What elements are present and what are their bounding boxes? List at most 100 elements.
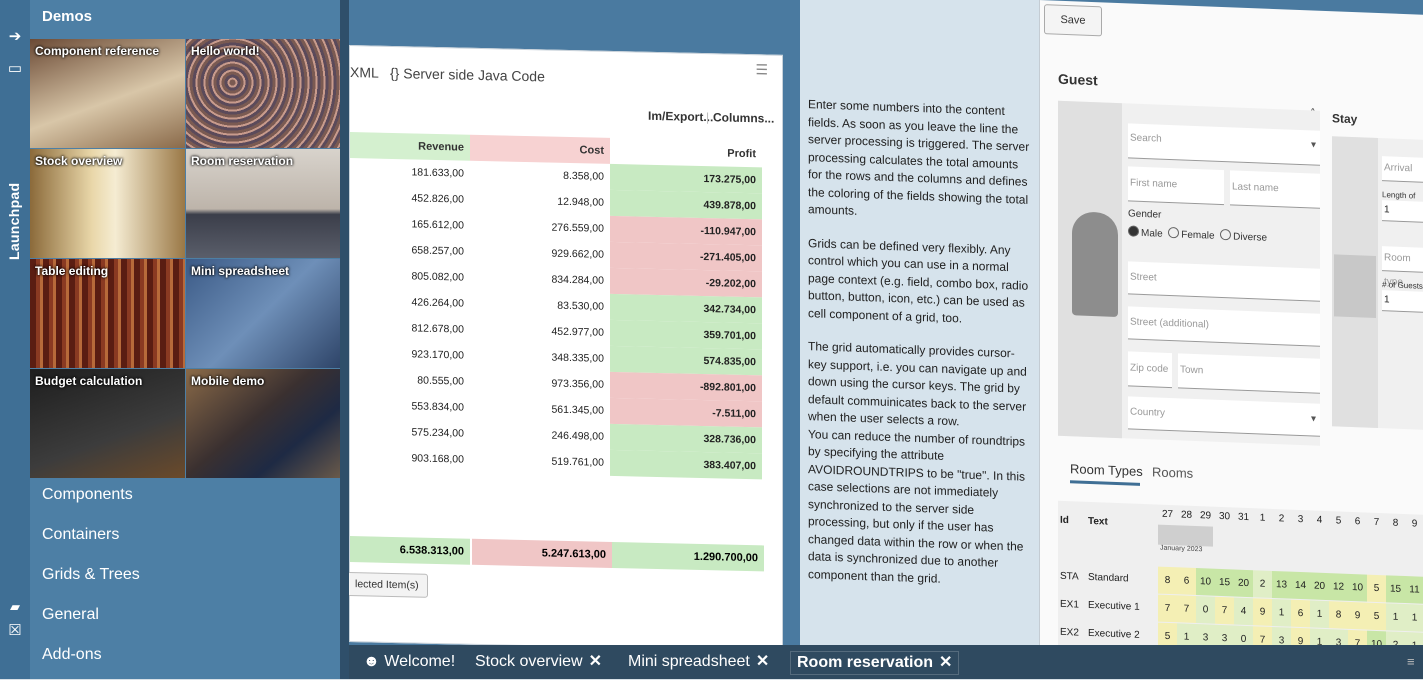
availability-cell[interactable]: 1 bbox=[1405, 604, 1423, 632]
street-field[interactable]: Street bbox=[1128, 261, 1320, 302]
close-box-icon[interactable]: ☒ bbox=[8, 622, 22, 639]
revenue-cell[interactable]: 575.234,00 bbox=[411, 426, 464, 440]
close-icon[interactable]: ✕ bbox=[755, 653, 770, 670]
town-field[interactable]: Town bbox=[1178, 353, 1320, 394]
tile-mini-spreadsheet[interactable]: Mini spreadsheet bbox=[186, 259, 341, 368]
cost-cell[interactable]: 276.559,00 bbox=[551, 221, 604, 235]
availability-cell[interactable]: 15 bbox=[1386, 575, 1405, 604]
first-name-field[interactable]: First name bbox=[1128, 166, 1224, 206]
radio-female[interactable] bbox=[1168, 226, 1180, 239]
tab-welcome[interactable]: ☻ Welcome! bbox=[363, 651, 455, 673]
columns-button[interactable]: Columns... bbox=[713, 110, 775, 126]
nav-add-ons[interactable]: Add-ons bbox=[42, 646, 102, 663]
import-export-button[interactable]: Im/Export... bbox=[648, 108, 714, 125]
profit-header[interactable]: Profit bbox=[727, 147, 756, 161]
availability-cell[interactable]: 5 bbox=[1158, 622, 1177, 645]
splitter[interactable] bbox=[340, 0, 349, 679]
cost-cell[interactable]: 12.948,00 bbox=[557, 195, 604, 209]
availability-cell[interactable]: 6 bbox=[1177, 567, 1196, 596]
profit-cell[interactable]: 328.736,00 bbox=[610, 423, 762, 454]
street-additional-field[interactable]: Street (additional) bbox=[1128, 306, 1320, 347]
revenue-cell[interactable]: 805.082,00 bbox=[411, 270, 464, 284]
availability-cell[interactable]: 3 bbox=[1196, 624, 1215, 645]
revenue-cell[interactable]: 812.678,00 bbox=[411, 322, 464, 336]
tile-component-reference[interactable]: Component reference bbox=[30, 39, 185, 148]
tile-mobile-demo[interactable]: Mobile demo bbox=[186, 369, 341, 478]
nav-general[interactable]: General bbox=[42, 606, 99, 623]
guests-field[interactable]: 1 bbox=[1382, 290, 1423, 313]
tab-mini-spreadsheet[interactable]: Mini spreadsheet ✕ bbox=[628, 651, 769, 673]
tile-room-reservation[interactable]: Room reservation bbox=[186, 149, 341, 258]
tab-rooms[interactable]: Rooms bbox=[1152, 464, 1194, 481]
availability-cell[interactable]: 20 bbox=[1234, 569, 1253, 598]
last-name-field[interactable]: Last name bbox=[1230, 170, 1320, 209]
cost-header[interactable]: Cost bbox=[470, 134, 610, 164]
search-field[interactable]: Search ▾ bbox=[1128, 123, 1320, 166]
tile-table-editing[interactable]: Table editing bbox=[30, 259, 185, 368]
availability-cell[interactable]: 1 bbox=[1310, 628, 1329, 645]
availability-cell[interactable]: 0 bbox=[1234, 625, 1253, 645]
availability-cell[interactable]: 7 bbox=[1348, 629, 1367, 645]
length-field[interactable]: 1 bbox=[1382, 200, 1423, 223]
cost-cell[interactable]: 561.345,00 bbox=[551, 403, 604, 417]
revenue-cell[interactable]: 165.612,00 bbox=[411, 218, 464, 232]
availability-cell[interactable]: 5 bbox=[1367, 602, 1386, 631]
revenue-cell[interactable]: 181.633,00 bbox=[411, 166, 464, 180]
room-type-field[interactable]: Room type bbox=[1382, 246, 1423, 288]
availability-cell[interactable]: 3 bbox=[1215, 624, 1234, 645]
tile-stock-overview[interactable]: Stock overview bbox=[30, 149, 185, 258]
availability-cell[interactable]: 15 bbox=[1215, 568, 1234, 597]
cost-cell[interactable]: 83.530,00 bbox=[557, 299, 604, 313]
nav-containers[interactable]: Containers bbox=[42, 526, 120, 543]
nav-grids-trees[interactable]: Grids & Trees bbox=[42, 566, 140, 583]
tile-budget-calculation[interactable]: Budget calculation bbox=[30, 369, 185, 478]
availability-cell[interactable]: 1 bbox=[1272, 598, 1291, 627]
revenue-cell[interactable]: 903.168,00 bbox=[411, 452, 464, 466]
tab-xml[interactable]: XML bbox=[350, 64, 379, 81]
cost-cell[interactable]: 8.358,00 bbox=[563, 169, 604, 183]
availability-cell[interactable]: 5 bbox=[1367, 574, 1386, 603]
cost-cell[interactable]: 348.335,00 bbox=[551, 351, 604, 365]
profit-cell[interactable]: -7.511,00 bbox=[610, 397, 762, 428]
back-arrow-icon[interactable]: ➔ bbox=[8, 28, 22, 45]
availability-cell[interactable]: 7 bbox=[1158, 594, 1177, 623]
profit-cell[interactable]: 383.407,00 bbox=[610, 449, 762, 480]
close-icon[interactable]: ✕ bbox=[939, 654, 953, 671]
cost-cell[interactable]: 519.761,00 bbox=[551, 455, 604, 469]
tab-room-reservation[interactable]: Room reservation ✕ bbox=[790, 651, 960, 675]
availability-cell[interactable]: 8 bbox=[1329, 601, 1348, 629]
save-button[interactable]: Save bbox=[1044, 4, 1102, 37]
toolbox-icon[interactable]: ▰ bbox=[10, 599, 20, 614]
availability-cell[interactable]: 9 bbox=[1291, 627, 1310, 645]
tab-stock-overview[interactable]: Stock overview ✕ bbox=[475, 651, 602, 673]
availability-cell[interactable]: 3 bbox=[1329, 629, 1348, 645]
availability-cell[interactable]: 12 bbox=[1329, 573, 1348, 601]
availability-cell[interactable]: 9 bbox=[1348, 601, 1367, 630]
availability-cell[interactable]: 1 bbox=[1310, 600, 1329, 629]
cost-cell[interactable]: 452.977,00 bbox=[551, 325, 604, 339]
availability-cell[interactable]: 10 bbox=[1367, 630, 1386, 645]
launchpad-label[interactable]: Launchpad bbox=[6, 182, 22, 260]
cost-cell[interactable]: 973.356,00 bbox=[551, 377, 604, 391]
availability-cell[interactable]: 9 bbox=[1253, 598, 1272, 626]
revenue-cell[interactable]: 553.834,00 bbox=[411, 400, 464, 414]
availability-cell[interactable]: 10 bbox=[1196, 568, 1215, 596]
availability-cell[interactable]: 4 bbox=[1234, 597, 1253, 626]
hamburger-icon[interactable]: ≡ bbox=[1407, 654, 1415, 669]
radio-diverse[interactable] bbox=[1220, 228, 1232, 241]
tablet-icon[interactable]: ▭ bbox=[7, 60, 23, 77]
revenue-cell[interactable]: 80.555,00 bbox=[417, 374, 464, 388]
availability-cell[interactable]: 20 bbox=[1310, 572, 1329, 601]
profit-cell[interactable]: -271.405,00 bbox=[610, 241, 762, 272]
profit-cell[interactable]: -29.202,00 bbox=[610, 267, 762, 298]
availability-cell[interactable]: 2 bbox=[1253, 570, 1272, 598]
arrival-field[interactable]: Arrival bbox=[1382, 156, 1423, 183]
selected-items-button[interactable]: lected Item(s) bbox=[349, 571, 428, 598]
availability-cell[interactable]: 7 bbox=[1177, 595, 1196, 624]
profit-cell[interactable]: 173.275,00 bbox=[610, 163, 762, 194]
profit-cell[interactable]: -110.947,00 bbox=[610, 215, 762, 246]
cost-cell[interactable]: 929.662,00 bbox=[551, 247, 604, 261]
availability-cell[interactable]: 1 bbox=[1386, 603, 1405, 632]
zip-field[interactable]: Zip code bbox=[1128, 351, 1172, 389]
revenue-cell[interactable]: 426.264,00 bbox=[411, 296, 464, 310]
